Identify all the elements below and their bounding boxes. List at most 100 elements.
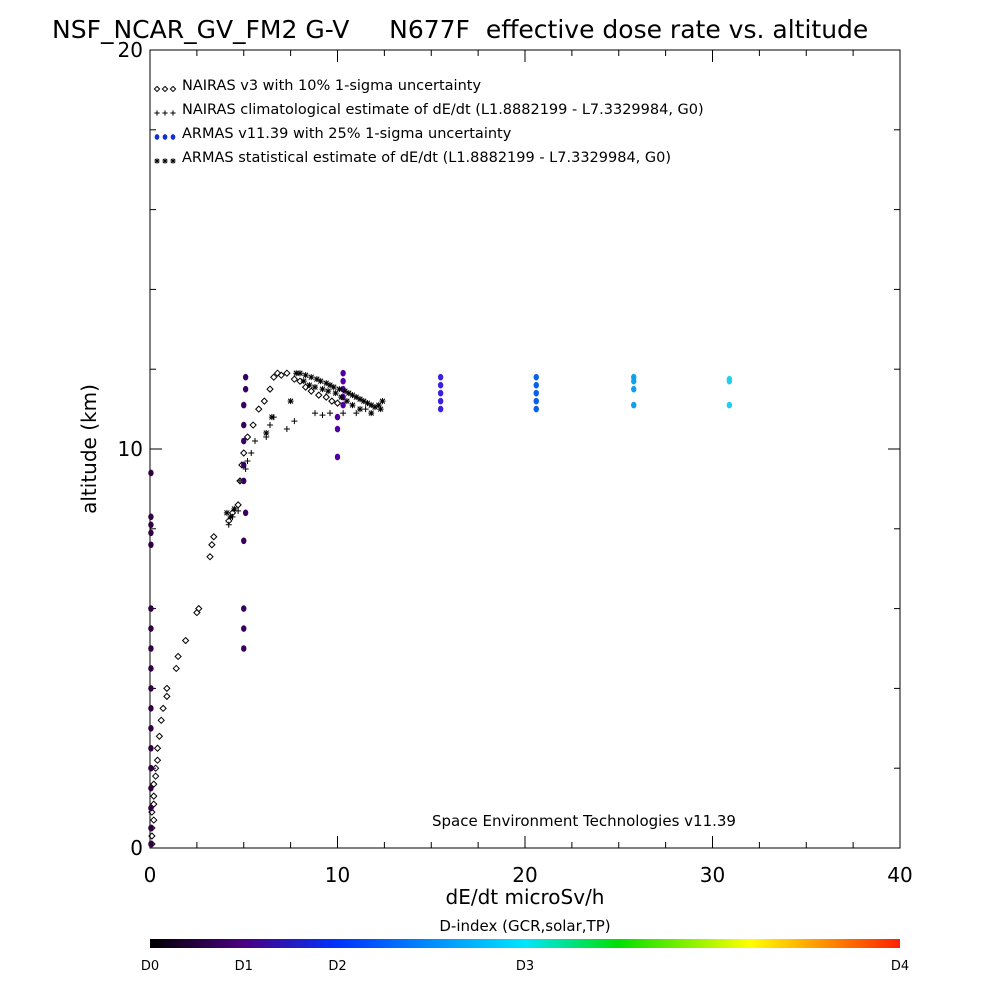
data-point-asterisk <box>293 370 300 377</box>
x-tick-label: 20 <box>512 863 537 887</box>
x-axis-label: dE/dt microSv/h <box>446 885 605 909</box>
y-tick-label: 20 <box>118 38 143 62</box>
colorbar-labels: D0 D1 D2 D3 D4 <box>141 959 909 974</box>
series-dot <box>148 369 733 848</box>
data-point-plus <box>225 521 232 528</box>
data-point-diamond <box>240 449 248 457</box>
data-point-dot <box>631 385 637 393</box>
data-point-plus <box>319 412 326 419</box>
legend-entry: NAIRAS v3 with 10% 1-sigma uncertainty <box>182 78 481 94</box>
data-point-plus <box>327 410 333 417</box>
data-point-asterisk <box>325 388 332 395</box>
legend-entry: ARMAS statistical estimate of dE/dt (L1.… <box>182 150 671 166</box>
data-point-diamond <box>206 553 214 561</box>
data-point-dot <box>437 397 444 405</box>
data-point-dot <box>242 373 249 381</box>
x-tick-label: 40 <box>887 863 912 887</box>
data-point-asterisk <box>308 374 315 381</box>
data-point-dot <box>533 389 539 397</box>
data-point-asterisk <box>227 513 234 520</box>
data-point-dot <box>148 665 154 672</box>
data-point-asterisk <box>368 410 375 417</box>
x-tick-label: 30 <box>700 863 725 887</box>
data-point-plus <box>170 110 176 116</box>
data-point-dot <box>241 477 247 485</box>
data-point-dot <box>242 385 249 393</box>
data-point-asterisk <box>332 390 339 397</box>
data-point-asterisk <box>349 402 356 409</box>
data-point-asterisk <box>231 505 238 512</box>
data-point-asterisk <box>313 376 320 383</box>
colorbar-label: D2 <box>328 959 346 974</box>
data-point-diamond <box>277 371 285 379</box>
data-point-dot <box>726 375 733 383</box>
colorbar-label: D1 <box>235 959 253 974</box>
data-point-diamond <box>193 608 201 617</box>
data-point-dot <box>334 413 341 421</box>
data-point-plus <box>267 422 273 429</box>
data-point-asterisk <box>345 390 352 397</box>
chart-title: NSF_NCAR_GV_FM2 G-V N677F effective dose… <box>52 15 868 44</box>
data-point-plus <box>154 110 160 116</box>
data-point-dot <box>148 513 154 521</box>
data-point-dot <box>334 425 341 433</box>
data-point-asterisk <box>287 398 294 405</box>
data-point-diamond <box>243 433 252 441</box>
data-point-plus <box>244 457 251 464</box>
data-point-diamond <box>181 636 190 645</box>
data-point-dot <box>154 134 160 140</box>
data-point-diamond <box>255 405 263 413</box>
data-point-dot <box>241 401 247 409</box>
data-point-dot <box>148 625 154 632</box>
data-point-diamond <box>150 816 158 824</box>
data-point-dot <box>631 373 637 381</box>
data-point-asterisk <box>364 400 371 407</box>
colorbar-title: D-index (GCR,solar,TP) <box>439 917 610 935</box>
data-point-asterisk <box>306 382 313 389</box>
data-point-asterisk <box>377 406 384 413</box>
data-point-dot <box>148 469 154 477</box>
data-point-diamond <box>148 832 156 840</box>
colorbar-label: D3 <box>516 959 534 974</box>
data-point-plus <box>252 438 258 445</box>
data-point-dot <box>533 397 539 405</box>
data-point-dot <box>533 373 539 381</box>
data-point-diamond <box>157 716 165 725</box>
series-asterisk <box>223 370 386 520</box>
data-point-asterisk <box>323 380 330 387</box>
data-point-asterisk <box>336 386 343 393</box>
credit-text: Space Environment Technologies v11.39 <box>432 812 736 830</box>
legend-entry: ARMAS v11.39 with 25% 1-sigma uncertaint… <box>182 126 512 142</box>
data-point-dot <box>533 405 539 413</box>
data-point-dot <box>241 645 247 652</box>
data-point-asterisk <box>297 370 303 377</box>
data-point-diamond <box>273 369 282 377</box>
data-point-diamond <box>151 772 160 780</box>
data-point-plus <box>362 406 369 413</box>
data-point-dot <box>148 840 154 848</box>
data-point-diamond <box>153 756 162 764</box>
data-point-dot <box>148 645 154 652</box>
data-point-diamond <box>210 533 218 541</box>
data-point-asterisk <box>379 398 386 405</box>
data-point-dot <box>241 537 247 545</box>
colorbar <box>150 939 900 948</box>
data-point-diamond <box>161 85 169 93</box>
y-tick-label: 0 <box>130 836 143 860</box>
data-point-dot <box>334 453 341 461</box>
data-point-dot <box>148 541 154 549</box>
data-point-plus <box>283 426 290 433</box>
data-point-diamond <box>208 541 216 549</box>
data-point-asterisk <box>170 158 176 164</box>
data-point-asterisk <box>375 402 382 409</box>
plot-frame <box>149 49 901 849</box>
x-tick-label: 0 <box>144 863 157 887</box>
data-point-dot <box>148 764 154 772</box>
data-point-diamond <box>283 369 291 377</box>
data-point-dot <box>162 134 168 140</box>
data-point-asterisk <box>349 392 356 399</box>
data-point-asterisk <box>372 404 378 411</box>
data-point-diamond <box>174 652 182 661</box>
data-point-dot <box>533 381 539 389</box>
data-point-diamond <box>333 399 342 407</box>
